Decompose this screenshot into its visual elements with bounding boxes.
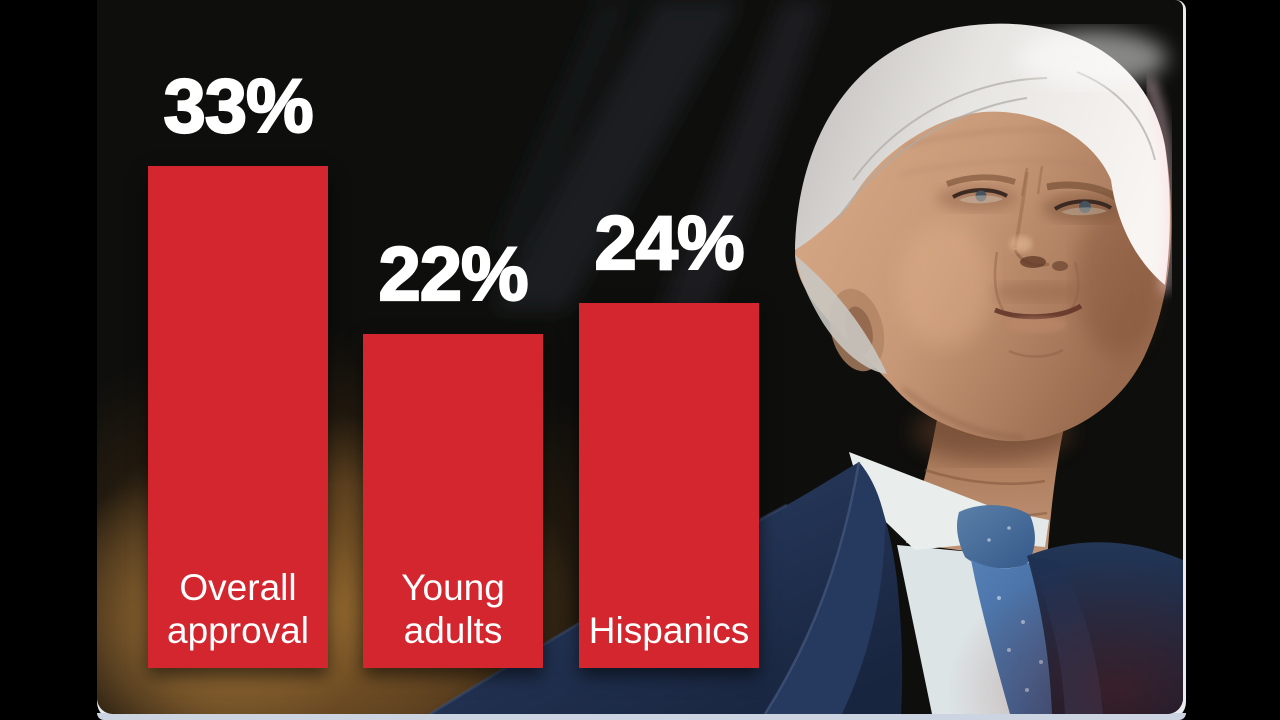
hair-sideburn [795,255,887,374]
category-label: Hispanics [588,610,750,651]
frame-bottom-strip [97,713,1186,720]
rim-light [1145,78,1174,293]
bar-young-adults: Young adults [363,334,543,668]
tie-dots [987,526,1057,698]
image-frame-backing: Overall approval Young adults Hispanics … [97,0,1186,720]
biden-portrait-photo [429,0,1183,714]
mouth [902,251,1083,440]
value-label-overall-approval: 33% [162,63,314,150]
category-label: Young adults [401,567,505,651]
stage-light-beams [489,0,825,340]
hair [795,23,1170,286]
eyes [952,188,1113,216]
photo-card: Overall approval Young adults Hispanics … [97,0,1183,714]
nose [1010,171,1068,271]
bar-overall-approval: Overall approval [148,166,328,668]
value-label-young-adults: 22% [377,231,529,318]
value-label-hispanics: 24% [593,200,745,287]
bar-hispanics: Hispanics [579,303,759,668]
category-label: Overall approval [167,567,309,651]
